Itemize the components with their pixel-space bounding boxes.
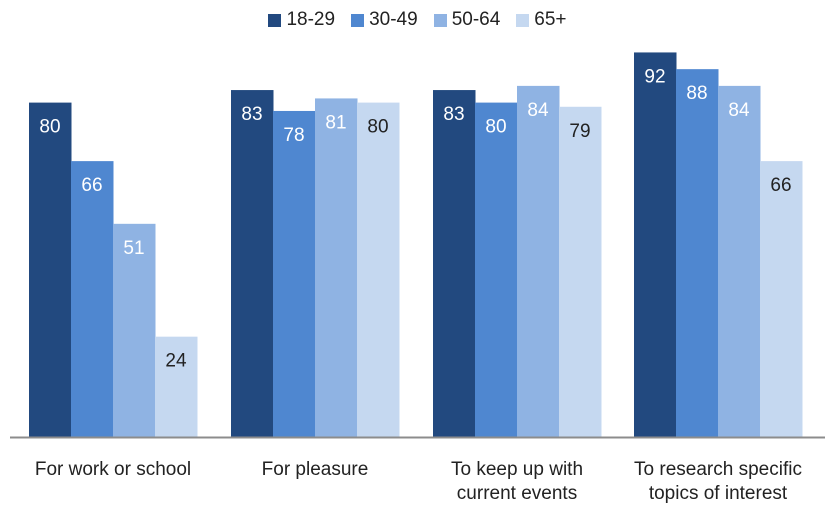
data-label: 80 — [39, 117, 60, 138]
data-label: 24 — [165, 351, 187, 372]
legend-swatch — [351, 13, 365, 27]
bar — [71, 161, 114, 437]
data-label: 80 — [367, 117, 388, 138]
data-label: 92 — [644, 66, 665, 87]
legend-swatch — [433, 13, 447, 27]
category-label: For work or school — [34, 459, 192, 480]
bar — [676, 69, 719, 437]
bar — [718, 85, 761, 437]
data-label: 84 — [728, 100, 750, 121]
bar — [475, 102, 518, 437]
legend-swatch — [516, 13, 530, 27]
data-label: 88 — [686, 83, 707, 104]
legend: 18-29 30-49 50-64 65+ — [0, 9, 835, 31]
bar — [760, 161, 803, 437]
legend-item-50-64: 50-64 — [433, 9, 501, 31]
legend-item-30-49: 30-49 — [351, 9, 418, 31]
bar — [433, 90, 476, 437]
bar — [231, 90, 274, 437]
legend-item-18-29: 18-29 — [268, 9, 335, 31]
legend-label: 18-29 — [286, 9, 336, 30]
bar — [559, 106, 602, 437]
bar — [315, 98, 358, 438]
data-label: 80 — [485, 117, 506, 138]
bar — [357, 102, 400, 437]
bar — [113, 223, 156, 437]
data-label: 83 — [443, 104, 464, 125]
data-label: 83 — [241, 104, 262, 125]
bar — [29, 102, 72, 437]
legend-label: 65+ — [534, 9, 567, 30]
bar — [517, 85, 560, 437]
bar — [634, 52, 677, 437]
data-label: 66 — [770, 175, 791, 196]
category-label: To keep up with current events — [450, 459, 584, 504]
bar — [273, 110, 316, 438]
data-label: 84 — [527, 100, 549, 121]
data-label: 51 — [123, 238, 144, 259]
legend-label: 50-64 — [451, 9, 501, 30]
category-label: For pleasure — [261, 459, 369, 480]
legend-item-65plus: 65+ — [516, 9, 567, 31]
data-label: 81 — [325, 112, 346, 133]
data-label: 66 — [81, 175, 102, 196]
bar — [155, 336, 198, 437]
data-label: 79 — [569, 121, 590, 142]
legend-swatch — [268, 13, 282, 27]
legend-label: 30-49 — [369, 9, 418, 30]
category-label: To research specific topics of interest — [634, 459, 802, 504]
data-label: 78 — [283, 125, 304, 146]
